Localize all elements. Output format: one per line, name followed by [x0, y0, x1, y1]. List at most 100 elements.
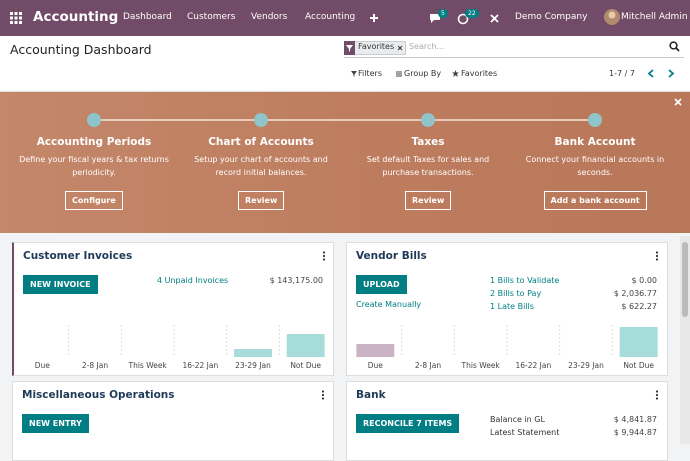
- line-amount: $ 0.00: [631, 276, 657, 285]
- card-menu[interactable]: [322, 251, 326, 261]
- search-box[interactable]: [344, 40, 684, 58]
- user[interactable]: Mitchell Admin: [621, 12, 688, 22]
- step-description: Connect your financial accounts in secon…: [525, 155, 665, 177]
- step-title: Accounting Periods: [36, 136, 152, 148]
- menu[interactable]: Dashboard: [123, 12, 172, 22]
- menu[interactable]: Accounting: [305, 12, 356, 22]
- messages-icon[interactable]: [429, 13, 441, 24]
- graph-label: 2-8 Jan: [414, 361, 442, 370]
- step-title: Bank Account: [554, 136, 636, 148]
- star-icon: [452, 70, 459, 77]
- card-button[interactable]: RECONCILE 7 ITEMS: [356, 414, 460, 433]
- scrollbar[interactable]: [680, 236, 690, 444]
- card-menu[interactable]: [321, 390, 325, 400]
- graph-label: 16-22 Jan: [182, 361, 219, 370]
- graph-label: This Week: [461, 361, 500, 370]
- bar: [619, 327, 658, 357]
- card-title[interactable]: Customer Invoices: [23, 250, 133, 262]
- bar: [356, 344, 395, 357]
- groupby-icon: [396, 71, 402, 77]
- activity-icon[interactable]: [457, 13, 469, 25]
- step-title: Taxes: [411, 136, 445, 148]
- card-button[interactable]: UPLOAD: [356, 275, 407, 294]
- card-menu[interactable]: [655, 251, 659, 261]
- line-label: Latest Statement: [490, 428, 560, 437]
- graph-label: 2-8 Jan: [81, 361, 109, 370]
- line-label[interactable]: 4 Unpaid Invoices: [157, 276, 229, 285]
- navbar: Accounting Dashboard Customers Vendors A…: [0, 0, 690, 36]
- company[interactable]: Demo Company: [515, 12, 588, 22]
- pager-arrows[interactable]: [647, 69, 677, 78]
- apps-icon[interactable]: [10, 12, 22, 24]
- step-button[interactable]: Review: [238, 191, 285, 210]
- dot: [321, 397, 325, 400]
- step-button[interactable]: Add a bank account: [543, 191, 647, 210]
- page-title: Accounting Dashboard: [10, 42, 152, 57]
- dashboard-card: Miscellaneous Operations NEW ENTRY: [12, 381, 334, 461]
- line-amount: $ 143,175.00: [269, 276, 323, 285]
- search-icon[interactable]: [669, 41, 680, 52]
- dashboard-card: Vendor Bills UPLOAD Create Manually 1 Bills…: [346, 242, 668, 376]
- avatar[interactable]: [604, 9, 620, 25]
- bar: [286, 334, 325, 357]
- app-name[interactable]: Accounting: [33, 9, 119, 25]
- dot: [655, 393, 659, 397]
- step-description: Define your fiscal years & tax returns p…: [19, 155, 169, 177]
- filters[interactable]: Filters: [358, 69, 382, 78]
- line-label: Balance in GL: [490, 415, 545, 424]
- step-button[interactable]: Review: [405, 191, 452, 210]
- step-description: Set default Taxes for sales and purchase…: [366, 155, 490, 177]
- step-description: Setup your chart of accounts and record …: [194, 155, 328, 177]
- card-link[interactable]: Create Manually: [356, 300, 422, 309]
- scroll-thumb[interactable]: [682, 242, 688, 317]
- onboarding-banner: Accounting Periods Define your fiscal yea…: [0, 92, 690, 233]
- graph-label: 23-29 Jan: [235, 361, 271, 370]
- group-by[interactable]: Group By: [404, 69, 442, 78]
- facet-label: Favorites: [358, 42, 395, 51]
- card-title[interactable]: Vendor Bills: [356, 250, 427, 262]
- line-amount: $ 9,944.87: [613, 428, 657, 437]
- dot: [322, 254, 326, 258]
- dot: [321, 393, 325, 397]
- bar: [234, 349, 272, 357]
- card-title[interactable]: Bank: [356, 389, 386, 401]
- graph-label: Not Due: [623, 361, 654, 370]
- dot: [655, 258, 659, 261]
- graph-label: 23-29 Jan: [568, 361, 604, 370]
- line-amount: $ 622.27: [621, 302, 657, 311]
- dot: [322, 258, 326, 261]
- line-amount: $ 2,036.77: [613, 289, 657, 298]
- graph-label: This Week: [128, 361, 167, 370]
- line-label[interactable]: 1 Bills to Validate: [490, 276, 560, 285]
- step-title: Chart of Accounts: [208, 136, 314, 148]
- dot: [655, 390, 659, 393]
- search-placeholder[interactable]: Search...: [409, 42, 445, 51]
- dot: [321, 390, 325, 393]
- card-menu[interactable]: [655, 390, 659, 400]
- filter-icon: [351, 71, 357, 77]
- steps-line: [87, 98, 682, 127]
- facet-remove[interactable]: [397, 45, 403, 51]
- dashboard-card: Bank RECONCILE 7 ITEMS Balance in GL $ 4,84…: [346, 381, 668, 461]
- dot: [655, 254, 659, 258]
- graph-label: Not Due: [290, 361, 321, 370]
- new-menu[interactable]: [369, 13, 379, 23]
- dashboard-card: Customer Invoices NEW INVOICE 4 Unpaid Inv…: [12, 242, 334, 376]
- step-button[interactable]: Configure: [65, 191, 123, 210]
- line-label[interactable]: 2 Bills to Pay: [490, 289, 542, 298]
- dot: [322, 251, 326, 254]
- graph-label: 16-22 Jan: [515, 361, 552, 370]
- menu[interactable]: Vendors: [251, 12, 288, 22]
- favorites[interactable]: Favorites: [461, 69, 498, 78]
- graph: [356, 325, 658, 357]
- dot: [655, 251, 659, 254]
- menu[interactable]: Customers: [187, 12, 236, 22]
- card-button[interactable]: NEW INVOICE: [23, 275, 98, 294]
- graph-label: Due: [34, 361, 50, 370]
- close-icon[interactable]: [490, 14, 499, 23]
- control-panel: Accounting Dashboard Favorites Search...…: [0, 36, 690, 92]
- card-button[interactable]: NEW ENTRY: [22, 414, 89, 433]
- line-label[interactable]: 1 Late Bills: [490, 302, 534, 311]
- card-title[interactable]: Miscellaneous Operations: [22, 389, 175, 401]
